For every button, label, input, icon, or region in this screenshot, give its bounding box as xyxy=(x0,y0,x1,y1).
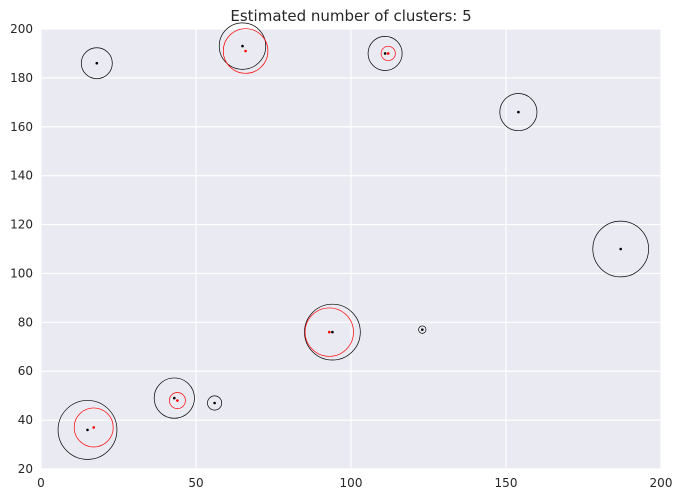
black-cluster-circle xyxy=(418,325,427,334)
black-cluster-circle xyxy=(80,47,113,80)
black-cluster-center xyxy=(173,396,176,400)
black-cluster-circle xyxy=(367,36,403,71)
black-cluster-circle xyxy=(592,220,649,278)
black-cluster-center xyxy=(421,328,424,331)
black-cluster-circle xyxy=(218,22,267,70)
red-cluster-center xyxy=(92,426,95,429)
y-tick-label: 60 xyxy=(18,364,33,378)
red-cluster-circle xyxy=(222,28,269,74)
black-cluster-circle xyxy=(153,377,195,419)
black-cluster-circle xyxy=(207,395,223,411)
y-tick-label: 200 xyxy=(10,22,33,36)
y-tick-label: 100 xyxy=(10,266,33,280)
black-cluster-center xyxy=(331,330,334,334)
red-cluster-center xyxy=(176,399,179,402)
red-cluster-circle xyxy=(380,45,396,61)
black-cluster-center xyxy=(517,110,520,114)
red-cluster-center xyxy=(244,49,247,53)
black-cluster-center xyxy=(86,428,89,432)
x-tick-label: 50 xyxy=(188,476,203,490)
chart-title: Estimated number of clusters: 5 xyxy=(230,7,471,25)
y-tick-label: 140 xyxy=(10,169,33,183)
black-cluster-circle xyxy=(304,303,361,361)
red-cluster-circle xyxy=(304,307,354,357)
black-cluster-center xyxy=(619,247,622,251)
y-tick-label: 120 xyxy=(10,218,33,232)
x-tick-label: 150 xyxy=(495,476,518,490)
y-tick-label: 160 xyxy=(10,120,33,134)
y-tick-label: 180 xyxy=(10,71,33,85)
x-axis-ticks: 0 50 100 150 200 xyxy=(37,476,672,490)
black-cluster-circle xyxy=(499,93,538,132)
red-cluster-center xyxy=(328,330,331,334)
black-cluster-center xyxy=(241,44,244,48)
y-axis-ticks: 20 40 60 80 100 120 140 160 180 200 xyxy=(10,22,33,476)
red-cluster-center xyxy=(386,52,390,55)
y-tick-label: 80 xyxy=(18,315,33,329)
y-tick-label: 40 xyxy=(18,413,33,427)
x-tick-label: 0 xyxy=(37,476,45,490)
black-cluster-center xyxy=(213,401,216,405)
y-tick-label: 20 xyxy=(18,462,33,476)
data-marks xyxy=(57,22,649,460)
black-cluster-circle xyxy=(57,400,118,460)
x-tick-label: 100 xyxy=(340,476,363,490)
red-cluster-circle xyxy=(168,392,186,409)
red-cluster-circle xyxy=(73,407,114,448)
black-cluster-center xyxy=(383,52,387,55)
grid xyxy=(40,28,662,470)
x-tick-label: 200 xyxy=(650,476,673,490)
black-cluster-center xyxy=(95,61,99,65)
